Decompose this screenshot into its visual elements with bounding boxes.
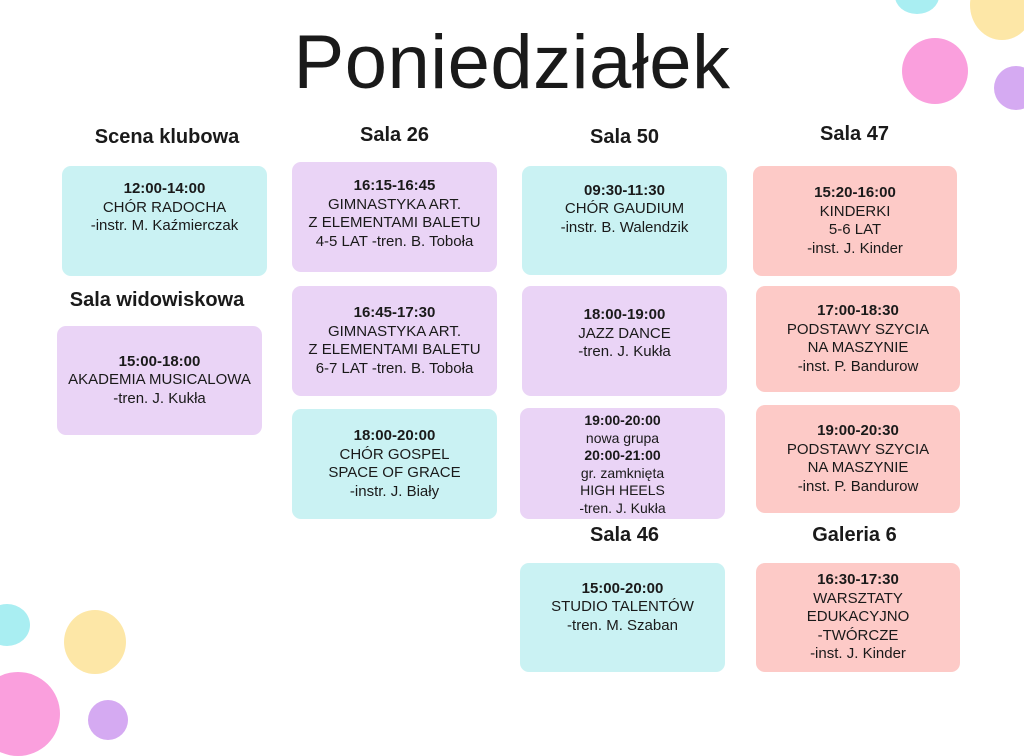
decorative-dot-cyan-bottom — [0, 604, 30, 646]
card-time-2: 20:00-21:00 — [584, 447, 661, 463]
card-activity-detail: SPACE OF GRACE — [328, 464, 461, 481]
heading-sala-46: Sala 46 — [590, 524, 659, 546]
heading-scena-klubowa: Scena klubowa — [94, 126, 240, 148]
card-activity: PODSTAWY SZYCIA — [786, 440, 930, 458]
card-time: 16:45-17:30 — [353, 304, 436, 321]
card-time: 16:30-17:30 — [817, 571, 899, 589]
card-activity: GIMNASTYKA ART. — [327, 195, 462, 213]
card-activity: CHÓR GAUDIUM — [564, 200, 685, 218]
card-activity: KINDERKI — [819, 202, 891, 220]
card-instructor: -inst. J. Kinder — [810, 645, 906, 663]
schedule-card-sala-50-3: 19:00-20:00 nowa grupa 20:00-21:00 gr. z… — [520, 408, 725, 519]
card-group-note-2: gr. zamknięta — [580, 464, 665, 481]
schedule-card-sala-26-3: 18:00-20:00 CHÓR GOSPEL SPACE OF GRACE -… — [292, 409, 497, 519]
card-instructor: -inst. J. Kinder — [807, 239, 903, 257]
schedule-card-sala-47-1: 15:20-16:00 KINDERKI 5-6 LAT -inst. J. K… — [753, 166, 957, 276]
card-activity: CHÓR RADOCHA — [102, 198, 227, 216]
card-activity-detail: Z ELEMENTAMI BALETU — [308, 214, 481, 231]
card-activity-detail: Z ELEMENTAMI BALETU — [308, 341, 481, 358]
card-activity: WARSZTATY — [813, 589, 903, 607]
decorative-dot-purple-top — [994, 66, 1024, 110]
decorative-dot-pink-bottom — [0, 672, 60, 756]
decorative-dot-pink-top — [902, 38, 968, 104]
schedule-card-sala-50-1: 09:30-11:30 CHÓR GAUDIUM -instr. B. Wale… — [522, 166, 727, 275]
heading-sala-widowiskowa: Sala widowiskowa — [69, 289, 245, 311]
schedule-card-sala-26-1: 16:15-16:45 GIMNASTYKA ART. Z ELEMENTAMI… — [292, 162, 497, 272]
card-instructor: -inst. P. Bandurow — [797, 477, 919, 495]
card-time: 15:00-18:00 — [118, 352, 201, 370]
card-activity-detail-2: -TWÓRCZE — [817, 626, 899, 644]
card-time: 18:00-20:00 — [353, 427, 436, 444]
card-instructor: 6-7 LAT -tren. B. Toboła — [315, 359, 474, 377]
card-time: 19:00-20:30 — [817, 422, 899, 439]
schedule-card-sala-50-2: 18:00-19:00 JAZZ DANCE -tren. J. Kukła — [522, 286, 727, 396]
card-age: 5-6 LAT — [828, 221, 882, 238]
card-time: 19:00-20:00 — [584, 412, 661, 428]
card-activity: GIMNASTYKA ART. — [327, 322, 462, 340]
schedule-card-sala-46-1: 15:00-20:00 STUDIO TALENTÓW -tren. M. Sz… — [520, 563, 725, 672]
card-time: 12:00-14:00 — [123, 180, 206, 198]
card-group-note: nowa grupa — [585, 429, 660, 446]
heading-galeria-6: Galeria 6 — [812, 524, 897, 546]
card-instructor: -inst. P. Bandurow — [797, 357, 919, 375]
card-instructor: -tren. J. Kukła — [113, 389, 206, 407]
heading-sala-47: Sala 47 — [820, 123, 889, 145]
card-time: 15:00-20:00 — [581, 579, 664, 597]
schedule-card-sala-47-2: 17:00-18:30 PODSTAWY SZYCIA NA MASZYNIE … — [756, 286, 960, 392]
card-instructor: -instr. M. Kaźmierczak — [90, 217, 239, 235]
card-activity: AKADEMIA MUSICALOWA — [68, 371, 251, 389]
decorative-dot-purple-bottom — [88, 700, 128, 740]
heading-sala-50: Sala 50 — [590, 126, 659, 148]
schedule-card-galeria-6-1: 16:30-17:30 WARSZTATY EDUKACYJNO -TWÓRCZ… — [756, 563, 960, 672]
card-instructor: -tren. J. Kukła — [578, 343, 671, 361]
decorative-dot-yellow-bottom — [64, 610, 126, 674]
page-title: Poniedziałek — [293, 20, 731, 105]
decorative-dot-cyan-top — [895, 0, 939, 14]
card-activity-detail: NA MASZYNIE — [807, 459, 909, 476]
card-activity-detail: NA MASZYNIE — [807, 339, 909, 356]
schedule-card-sala-26-2: 16:45-17:30 GIMNASTYKA ART. Z ELEMENTAMI… — [292, 286, 497, 396]
card-activity-detail: EDUKACYJNO — [806, 608, 910, 626]
card-instructor: -tren. J. Kukła — [579, 499, 666, 516]
card-time: 18:00-19:00 — [583, 306, 666, 324]
card-activity: HIGH HEELS — [580, 482, 665, 498]
schedule-card-sala-widowiskowa-1: 15:00-18:00 AKADEMIA MUSICALOWA -tren. J… — [57, 326, 262, 435]
card-instructor: -instr. J. Biały — [349, 482, 440, 500]
card-activity: PODSTAWY SZYCIA — [786, 320, 930, 338]
card-time: 15:20-16:00 — [814, 184, 896, 201]
card-activity: CHÓR GOSPEL — [339, 445, 450, 463]
card-activity: STUDIO TALENTÓW — [551, 598, 694, 616]
schedule-card-scena-klubowa-1: 12:00-14:00 CHÓR RADOCHA -instr. M. Kaźm… — [62, 166, 267, 276]
heading-sala-26: Sala 26 — [360, 124, 429, 146]
card-time: 17:00-18:30 — [817, 302, 899, 319]
card-instructor: -instr. B. Walendzik — [560, 218, 689, 236]
schedule-card-sala-47-3: 19:00-20:30 PODSTAWY SZYCIA NA MASZYNIE … — [756, 405, 960, 513]
card-time: 09:30-11:30 — [584, 181, 665, 199]
card-instructor: -tren. M. Szaban — [567, 616, 678, 634]
card-time: 16:15-16:45 — [353, 177, 436, 194]
card-instructor: 4-5 LAT -tren. B. Toboła — [315, 232, 474, 250]
card-activity: JAZZ DANCE — [578, 324, 671, 342]
